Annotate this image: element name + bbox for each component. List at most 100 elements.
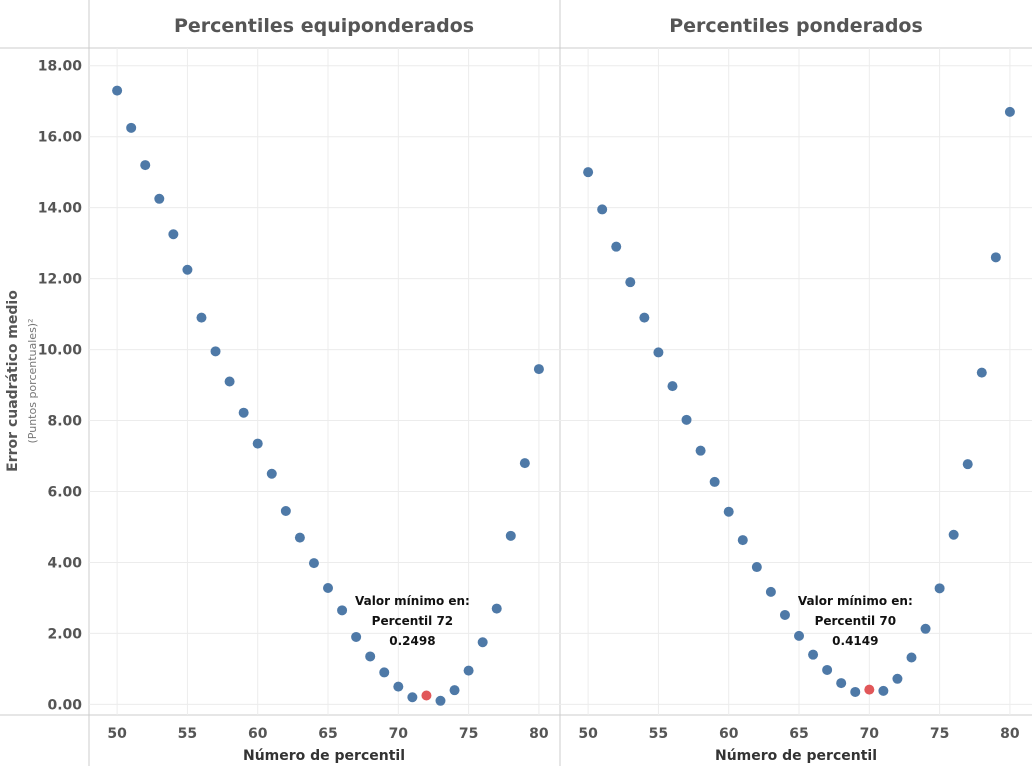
- data-point: [976, 367, 987, 378]
- data-point: [822, 664, 833, 675]
- data-point: [182, 264, 193, 275]
- data-point: [709, 476, 720, 487]
- annotation-line: 0.2498: [389, 634, 435, 648]
- data-point: [836, 678, 847, 689]
- data-point: [962, 459, 973, 470]
- data-point: [126, 122, 137, 133]
- data-point: [808, 649, 819, 660]
- gridlines: [89, 48, 1032, 715]
- y-tick-label: 14.00: [38, 201, 83, 217]
- y-tick-label: 4.00: [47, 555, 82, 571]
- annotation-line: Valor mínimo en:: [798, 594, 913, 608]
- y-tick-label: 12.00: [38, 272, 83, 288]
- annotations: Valor mínimo en: Percentil 72 0.2498 Valor …: [355, 594, 913, 648]
- data-point: [505, 530, 516, 541]
- data-point: [308, 558, 319, 569]
- data-point: [168, 229, 179, 240]
- data-point: [934, 583, 945, 594]
- x-tick-label: 50: [107, 726, 127, 742]
- x-tick-labels: 50 55 60 65 70 75 80 50 55 60 65 70 75 80: [107, 726, 1020, 742]
- data-point: [140, 160, 151, 171]
- data-point: [625, 277, 636, 288]
- y-axis-label: Error cuadrático medio: [5, 290, 21, 472]
- data-point: [252, 438, 263, 449]
- y-tick-label: 8.00: [47, 414, 82, 430]
- y-tick-label: 16.00: [38, 130, 83, 146]
- data-point: [639, 312, 650, 323]
- annotation-line: 0.4149: [832, 634, 878, 648]
- x-tick-label: 55: [178, 726, 197, 742]
- data-point: [751, 562, 762, 573]
- x-tick-label: 50: [578, 726, 598, 742]
- x-tick-label: 75: [459, 726, 478, 742]
- data-point: [463, 665, 474, 676]
- data-point: [196, 312, 207, 323]
- annotation-line: Percentil 70: [815, 614, 897, 628]
- data-point: [878, 685, 889, 696]
- data-point: [990, 252, 1001, 263]
- data-point: [491, 603, 502, 614]
- data-point: [681, 414, 692, 425]
- data-point-minimum: [864, 684, 875, 695]
- x-tick-label: 60: [719, 726, 739, 742]
- data-point: [906, 652, 917, 663]
- data-point: [533, 364, 544, 375]
- x-axis-label-right: Número de percentil: [715, 748, 877, 764]
- x-tick-label: 60: [248, 726, 268, 742]
- data-point: [393, 681, 404, 692]
- data-point: [379, 667, 390, 678]
- data-point: [280, 505, 291, 516]
- data-point: [667, 381, 678, 392]
- x-tick-label: 70: [860, 726, 880, 742]
- y-tick-label: 18.00: [38, 59, 83, 75]
- data-point: [695, 445, 706, 456]
- data-point: [351, 631, 362, 642]
- data-point: [948, 529, 959, 540]
- data-point: [653, 347, 664, 358]
- data-point: [779, 609, 790, 620]
- data-point: [266, 468, 277, 479]
- data-point: [737, 535, 748, 546]
- data-point: [723, 506, 734, 517]
- x-tick-label: 55: [649, 726, 668, 742]
- data-point: [892, 673, 903, 684]
- data-point: [611, 241, 622, 252]
- y-tick-label: 10.00: [38, 343, 83, 359]
- data-point: [583, 167, 594, 178]
- data-point: [519, 458, 530, 469]
- y-tick-label: 0.00: [47, 697, 82, 713]
- x-tick-label: 65: [318, 726, 337, 742]
- y-tick-label: 2.00: [47, 626, 82, 642]
- data-point: [337, 605, 348, 616]
- data-point-minimum: [421, 690, 432, 701]
- data-point: [407, 692, 418, 703]
- x-axis-label-left: Número de percentil: [243, 748, 405, 764]
- data-point: [794, 630, 805, 641]
- y-axis-sublabel: (Puntos porcentuales)²: [26, 318, 39, 443]
- data-points: [112, 85, 1015, 706]
- data-point: [224, 376, 235, 387]
- y-tick-labels: 0.00 2.00 4.00 6.00 8.00 10.00 12.00 14.00 16.00…: [38, 59, 83, 714]
- data-point: [210, 346, 221, 357]
- data-point: [112, 85, 123, 96]
- panel-title-right: Percentiles ponderados: [669, 15, 923, 37]
- x-tick-label: 65: [789, 726, 808, 742]
- data-point: [323, 582, 334, 593]
- x-tick-label: 75: [930, 726, 949, 742]
- data-point: [365, 651, 376, 662]
- data-point: [1004, 106, 1015, 117]
- data-point: [238, 407, 249, 418]
- data-point: [920, 623, 931, 634]
- data-point: [449, 685, 460, 696]
- x-tick-label: 70: [389, 726, 409, 742]
- data-point: [597, 204, 608, 215]
- annotation-line: Percentil 72: [372, 614, 454, 628]
- x-tick-label: 80: [1000, 726, 1020, 742]
- data-point: [435, 695, 446, 706]
- x-tick-label: 80: [529, 726, 549, 742]
- panel-title-left: Percentiles equiponderados: [174, 15, 474, 37]
- data-point: [477, 637, 488, 648]
- annotation-line: Valor mínimo en:: [355, 594, 470, 608]
